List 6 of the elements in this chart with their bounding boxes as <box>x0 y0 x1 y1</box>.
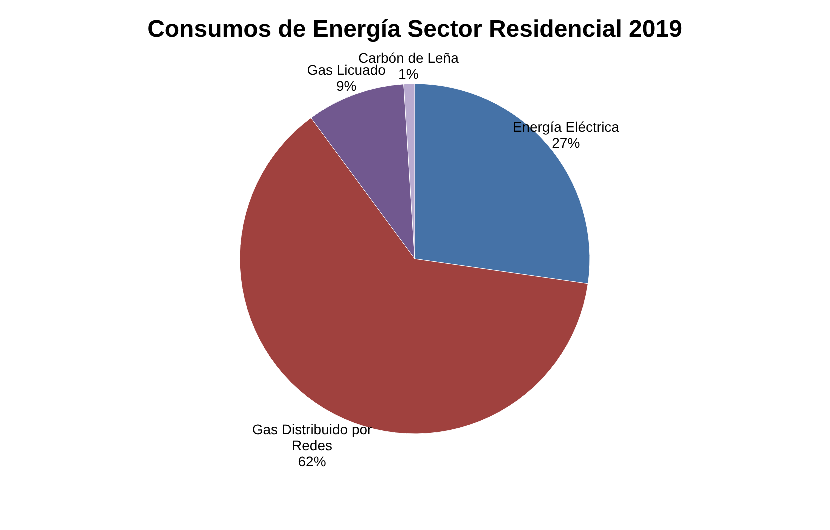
slice-label: Gas Distribuido por Redes <box>252 422 373 454</box>
data-label: 1% <box>398 66 419 82</box>
data-label: 9% <box>336 78 357 94</box>
chart-title: Consumos de Energía Sector Residencial 2019 <box>148 16 682 43</box>
data-label: 62% <box>298 454 326 470</box>
data-label: 27% <box>552 135 580 152</box>
